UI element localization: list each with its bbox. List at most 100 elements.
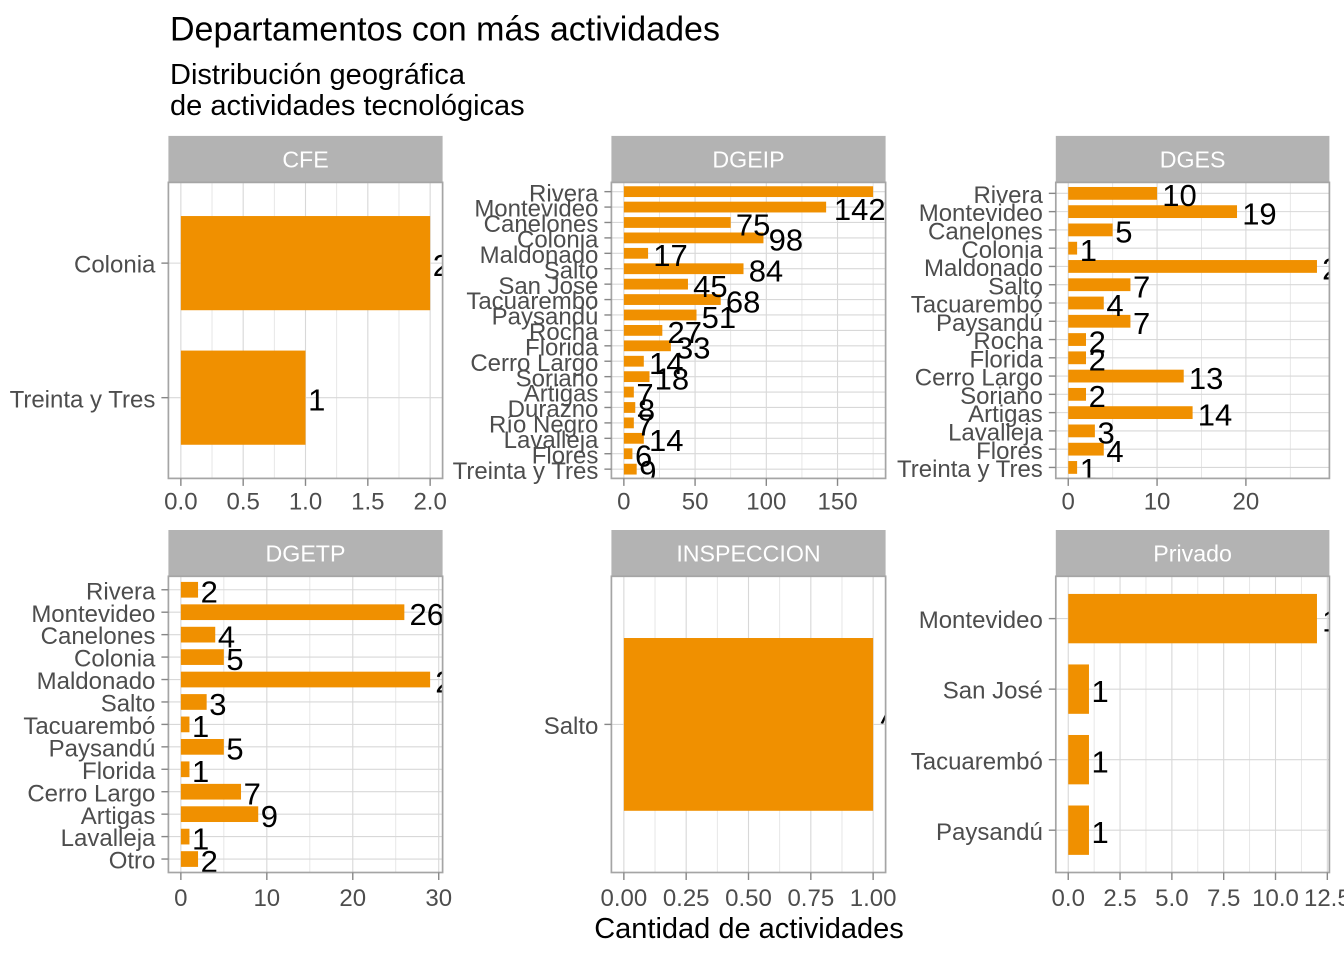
- svg-text:12: 12: [1322, 603, 1344, 638]
- svg-text:1: 1: [1080, 233, 1097, 268]
- svg-text:150: 150: [818, 488, 858, 515]
- svg-text:San José: San José: [498, 273, 598, 300]
- svg-text:10: 10: [1144, 488, 1171, 515]
- svg-text:Distribución geográfica: Distribución geográfica: [170, 59, 466, 91]
- svg-text:50: 50: [682, 488, 709, 515]
- svg-text:Artigas: Artigas: [968, 401, 1043, 428]
- svg-text:Paysandú: Paysandú: [49, 735, 156, 762]
- svg-text:Soriano: Soriano: [960, 383, 1043, 410]
- svg-text:5: 5: [226, 732, 243, 767]
- svg-text:Lavalleja: Lavalleja: [948, 419, 1043, 446]
- svg-text:Canelones: Canelones: [41, 623, 156, 650]
- svg-text:Rivera: Rivera: [973, 182, 1043, 209]
- svg-text:4: 4: [218, 619, 235, 654]
- svg-text:175: 175: [882, 176, 934, 211]
- svg-text:1: 1: [192, 709, 209, 744]
- svg-text:Colonia: Colonia: [961, 237, 1043, 264]
- svg-text:2: 2: [201, 844, 218, 879]
- svg-text:Artigas: Artigas: [524, 381, 599, 408]
- svg-text:7: 7: [1133, 306, 1150, 341]
- svg-text:0: 0: [174, 885, 187, 912]
- svg-text:2: 2: [201, 575, 218, 610]
- svg-text:29: 29: [435, 664, 469, 699]
- svg-text:1: 1: [308, 382, 325, 417]
- svg-text:4: 4: [1106, 288, 1123, 323]
- svg-text:Rocha: Rocha: [973, 328, 1043, 355]
- svg-text:Durazno: Durazno: [508, 396, 599, 423]
- svg-text:Salto: Salto: [544, 713, 599, 740]
- svg-text:Montevideo: Montevideo: [31, 601, 155, 628]
- svg-text:0: 0: [617, 488, 630, 515]
- svg-text:Lavalleja: Lavalleja: [61, 825, 156, 852]
- svg-text:Flores: Flores: [532, 442, 599, 469]
- svg-text:10: 10: [253, 885, 280, 912]
- svg-text:2.5: 2.5: [1103, 885, 1136, 912]
- svg-text:5: 5: [1115, 215, 1132, 250]
- svg-text:Rocha: Rocha: [529, 319, 599, 346]
- svg-text:DGEIP: DGEIP: [712, 147, 784, 173]
- svg-text:1: 1: [1092, 674, 1109, 709]
- svg-text:1: 1: [1092, 815, 1109, 850]
- svg-text:1: 1: [192, 821, 209, 856]
- svg-text:2: 2: [1089, 343, 1106, 378]
- svg-text:10.0: 10.0: [1252, 885, 1299, 912]
- svg-text:2: 2: [1089, 324, 1106, 359]
- svg-text:CFE: CFE: [282, 147, 328, 173]
- svg-text:de actividades tecnológicas: de actividades tecnológicas: [170, 90, 525, 122]
- svg-text:Montevideo: Montevideo: [474, 196, 598, 223]
- svg-text:27: 27: [667, 315, 701, 350]
- svg-text:Departamentos con más activida: Departamentos con más actividades: [170, 11, 720, 49]
- svg-text:4: 4: [1106, 434, 1123, 469]
- svg-text:3: 3: [1097, 416, 1114, 451]
- svg-text:DGES: DGES: [1160, 147, 1226, 173]
- svg-text:Cantidad de actividades: Cantidad de actividades: [594, 913, 904, 945]
- svg-text:8: 8: [638, 392, 655, 427]
- svg-text:Colonia: Colonia: [74, 646, 156, 673]
- svg-text:7: 7: [636, 408, 653, 443]
- svg-text:Canelones: Canelones: [484, 211, 599, 238]
- svg-text:26: 26: [410, 597, 444, 632]
- svg-text:INSPECCION: INSPECCION: [676, 541, 820, 567]
- svg-text:142: 142: [834, 192, 886, 227]
- svg-text:Montevideo: Montevideo: [919, 200, 1043, 227]
- svg-text:0.75: 0.75: [787, 885, 834, 912]
- svg-text:Salto: Salto: [101, 691, 156, 718]
- svg-text:0.0: 0.0: [164, 488, 197, 515]
- svg-text:Florida: Florida: [82, 758, 156, 785]
- svg-text:2: 2: [433, 248, 450, 283]
- svg-text:7: 7: [1133, 270, 1150, 305]
- svg-text:Salto: Salto: [544, 257, 599, 284]
- svg-text:Paysandú: Paysandú: [492, 304, 599, 331]
- svg-text:12.5: 12.5: [1304, 885, 1344, 912]
- svg-text:9: 9: [261, 799, 278, 834]
- svg-text:0.25: 0.25: [663, 885, 710, 912]
- svg-text:28: 28: [1322, 251, 1344, 286]
- svg-text:Paysandú: Paysandú: [936, 819, 1043, 846]
- svg-text:30: 30: [425, 885, 452, 912]
- svg-text:Lavalleja: Lavalleja: [504, 427, 599, 454]
- svg-text:Treinta y Tres: Treinta y Tres: [453, 458, 599, 485]
- svg-text:Maldonado: Maldonado: [924, 255, 1043, 282]
- svg-text:7.5: 7.5: [1207, 885, 1240, 912]
- svg-text:Colonia: Colonia: [74, 252, 156, 279]
- svg-text:0.5: 0.5: [226, 488, 259, 515]
- svg-text:Tacuarembó: Tacuarembó: [911, 292, 1043, 319]
- svg-text:9: 9: [639, 454, 656, 489]
- svg-text:Treinta y Tres: Treinta y Tres: [10, 386, 156, 413]
- svg-text:33: 33: [676, 331, 710, 366]
- svg-text:0.0: 0.0: [1052, 885, 1085, 912]
- svg-text:75: 75: [736, 207, 770, 242]
- svg-text:2: 2: [1089, 379, 1106, 414]
- svg-text:Río Negro: Río Negro: [489, 412, 598, 439]
- svg-text:7: 7: [244, 777, 261, 812]
- svg-text:1.0: 1.0: [289, 488, 322, 515]
- svg-text:18: 18: [655, 361, 689, 396]
- svg-text:Maldonado: Maldonado: [480, 242, 599, 269]
- svg-text:2.0: 2.0: [413, 488, 446, 515]
- svg-text:Otro: Otro: [109, 848, 156, 875]
- svg-text:Colonia: Colonia: [517, 227, 599, 254]
- svg-text:6: 6: [635, 439, 652, 474]
- svg-text:1: 1: [192, 754, 209, 789]
- svg-text:Cerro Largo: Cerro Largo: [470, 350, 598, 377]
- svg-text:Florida: Florida: [969, 346, 1043, 373]
